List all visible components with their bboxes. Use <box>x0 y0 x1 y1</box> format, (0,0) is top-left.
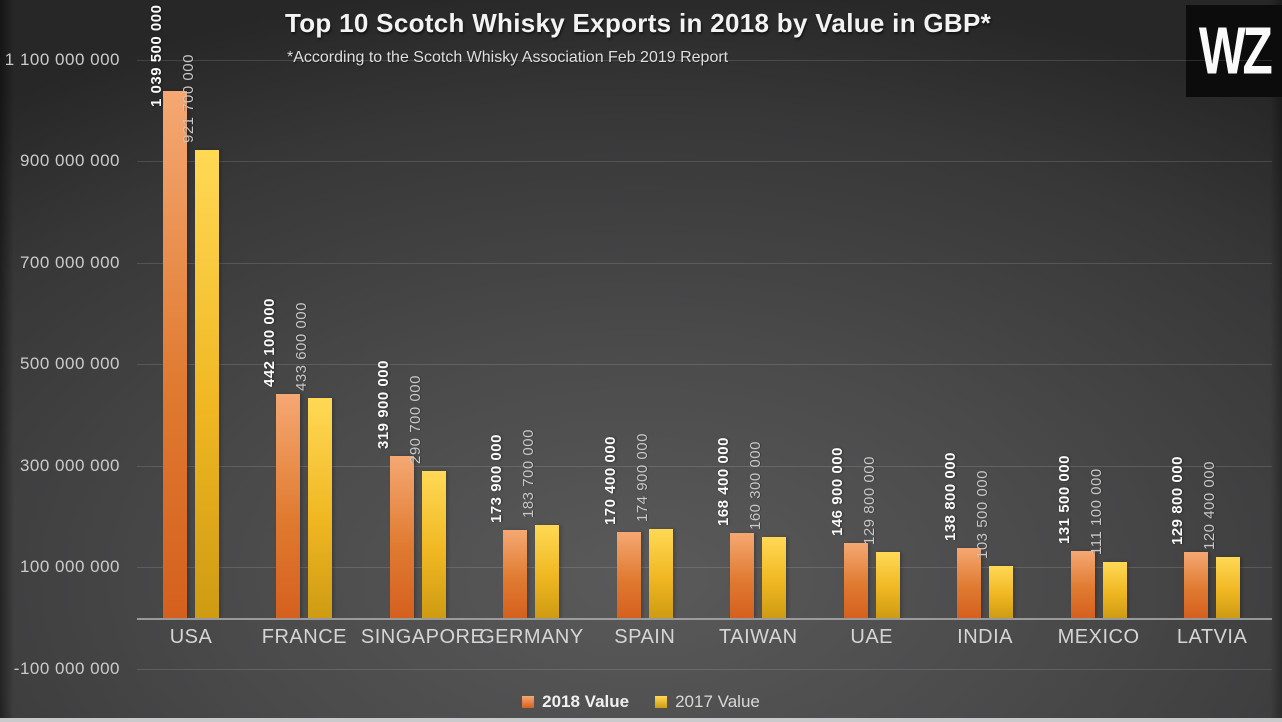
chart-title: Top 10 Scotch Whisky Exports in 2018 by … <box>285 8 992 38</box>
bar-2017-value-uae <box>875 552 900 618</box>
category-label: GERMANY <box>479 626 584 648</box>
value-label-2017-value: 433 600 000 <box>293 301 311 391</box>
chart-legend: 2018 Value 2017 Value <box>0 692 1282 712</box>
legend-swatch-icon <box>655 696 668 708</box>
y-tick-label: 500 000 000 <box>19 354 120 374</box>
x-axis-line <box>137 618 1272 620</box>
legend-swatch-icon <box>522 696 535 708</box>
y-tick-label: 100 000 000 <box>19 557 120 577</box>
value-label-2018-value: 131 500 000 <box>1055 455 1073 545</box>
legend-item-2018-value: 2018 Value <box>522 692 629 712</box>
bar-2017-value-spain <box>648 529 673 618</box>
value-label-2018-value: 138 800 000 <box>942 451 960 541</box>
y-tick-label: 700 000 000 <box>19 252 120 272</box>
y-tick-label: -100 000 000 <box>13 658 120 678</box>
category-label: USA <box>169 626 213 648</box>
bar-2017-value-germany <box>535 524 560 618</box>
gridline <box>137 567 1272 569</box>
value-label-2018-value: 146 900 000 <box>828 447 846 537</box>
category-label: UAE <box>850 626 893 648</box>
gridline <box>137 59 1272 61</box>
bar-2018-value-germany <box>503 529 528 618</box>
y-tick-label: 300 000 000 <box>19 455 120 475</box>
bar-2018-value-france <box>276 393 301 618</box>
value-label-2017-value: 921 700 000 <box>180 54 197 144</box>
bar-2018-value-singapore <box>389 455 414 618</box>
value-label-2017-value: 174 900 000 <box>633 433 651 523</box>
legend-item-2017-value: 2017 Value <box>655 692 760 712</box>
category-label: SINGAPORE <box>360 626 485 648</box>
value-label-2017-value: 290 700 000 <box>406 374 424 464</box>
bottom-edge-strip <box>0 718 1282 722</box>
category-label: TAIWAN <box>719 626 798 648</box>
gridline <box>137 161 1272 163</box>
category-label: INDIA <box>957 626 1014 648</box>
value-label-2018-value: 1 039 500 000 <box>148 4 165 107</box>
bar-2017-value-singapore <box>421 470 446 618</box>
bar-2017-value-france <box>308 397 333 618</box>
y-tick-label: 900 000 000 <box>19 151 120 171</box>
gridline <box>137 262 1272 264</box>
bar-2017-value-latvia <box>1216 556 1241 618</box>
bar-2018-value-mexico <box>1070 551 1095 618</box>
bar-2018-value-usa <box>163 90 187 618</box>
value-label-2017-value: 111 100 000 <box>1087 467 1105 555</box>
gridline <box>137 364 1272 366</box>
value-label-2018-value: 442 100 000 <box>261 297 279 387</box>
chart-subtitle: *According to the Scotch Whisky Associat… <box>287 49 729 66</box>
value-label-2018-value: 168 400 000 <box>715 436 733 526</box>
value-label-2017-value: 183 700 000 <box>520 428 538 518</box>
wz-logo-text: WZ <box>1198 13 1273 89</box>
gridline <box>137 668 1272 670</box>
value-label-2017-value: 160 300 000 <box>747 440 765 530</box>
value-label-2018-value: 173 900 000 <box>488 433 506 523</box>
bar-2017-value-taiwan <box>762 536 787 618</box>
value-label-2018-value: 170 400 000 <box>601 435 619 525</box>
value-label-2018-value: 129 800 000 <box>1169 456 1187 546</box>
bar-2018-value-latvia <box>1184 552 1209 618</box>
legend-label: 2017 Value <box>675 692 760 711</box>
value-label-2017-value: 129 800 000 <box>860 456 878 546</box>
value-label-2018-value: 319 900 000 <box>374 359 392 449</box>
bar-2018-value-spain <box>616 531 641 618</box>
category-label: FRANCE <box>261 626 347 648</box>
wz-logo: WZ <box>1186 5 1282 97</box>
bar-2018-value-taiwan <box>730 532 755 618</box>
legend-label: 2018 Value <box>542 692 630 711</box>
value-label-2017-value: 103 500 000 <box>974 469 992 559</box>
value-label-2017-value: 120 400 000 <box>1201 460 1219 550</box>
category-label: LATVIA <box>1176 626 1248 648</box>
bar-2018-value-india <box>957 547 982 618</box>
category-label: MEXICO <box>1057 626 1140 648</box>
bar-2017-value-mexico <box>1102 561 1127 618</box>
bar-2017-value-usa <box>195 150 219 618</box>
bar-2017-value-india <box>989 565 1014 618</box>
bar-2018-value-uae <box>843 543 868 618</box>
gridline <box>137 465 1272 467</box>
category-label: SPAIN <box>614 626 676 648</box>
y-tick-label: 1 100 000 000 <box>4 49 120 69</box>
